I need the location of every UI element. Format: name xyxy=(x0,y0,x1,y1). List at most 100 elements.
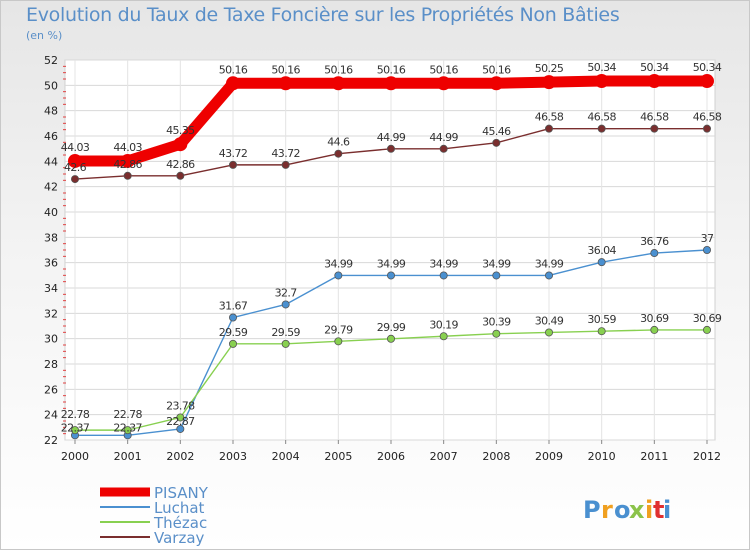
data-point xyxy=(176,171,185,180)
data-point xyxy=(492,329,501,338)
x-tick-label: 2006 xyxy=(377,450,405,463)
data-point xyxy=(226,76,240,91)
y-tick-label: 34 xyxy=(44,282,58,295)
data-label: 36.76 xyxy=(640,235,669,248)
y-tick-label: 30 xyxy=(44,333,58,346)
data-point xyxy=(650,249,659,258)
data-point xyxy=(71,175,80,184)
data-label: 42.86 xyxy=(113,158,142,171)
logo-letter: x xyxy=(629,496,645,524)
data-label: 50.16 xyxy=(219,63,248,76)
data-label: 30.49 xyxy=(535,314,564,327)
y-tick-label: 48 xyxy=(44,105,58,118)
data-point xyxy=(334,271,343,280)
chart-title: Evolution du Taux de Taxe Foncière sur l… xyxy=(26,4,620,26)
x-tick-label: 2012 xyxy=(693,450,721,463)
x-tick-label: 2011 xyxy=(640,450,668,463)
data-point xyxy=(228,160,237,169)
x-tick-label: 2009 xyxy=(535,450,563,463)
data-label: 36.04 xyxy=(587,244,616,257)
data-point xyxy=(386,144,395,153)
data-label: 50.16 xyxy=(271,63,300,76)
y-tick-label: 36 xyxy=(44,257,58,270)
data-label: 44.03 xyxy=(61,141,90,154)
data-label: 50.16 xyxy=(377,63,406,76)
x-tick-label: 2003 xyxy=(219,450,247,463)
data-point xyxy=(71,426,80,435)
y-tick-label: 22 xyxy=(44,434,58,447)
data-point xyxy=(281,160,290,169)
logo-letter: r xyxy=(601,496,613,524)
data-label: 43.72 xyxy=(219,147,248,160)
data-point xyxy=(594,74,609,89)
data-label: 22.78 xyxy=(113,408,142,421)
data-point xyxy=(545,124,554,133)
data-point xyxy=(281,300,290,309)
data-point xyxy=(439,144,448,153)
x-tick-label: 2005 xyxy=(324,450,352,463)
y-tick-label: 42 xyxy=(44,181,58,194)
data-label: 34.99 xyxy=(535,257,564,270)
data-label: 29.99 xyxy=(377,321,406,334)
data-point xyxy=(542,75,556,90)
data-label: 50.34 xyxy=(693,61,722,74)
data-label: 50.16 xyxy=(324,63,353,76)
legend-label-pisany: PISANY xyxy=(154,484,209,502)
legend-label-varzay: Varzay xyxy=(154,529,205,547)
y-tick-label: 44 xyxy=(44,155,58,168)
data-point xyxy=(123,171,132,180)
data-point xyxy=(386,271,395,280)
legend-label-luchat: Luchat xyxy=(154,499,205,517)
data-label: 34.99 xyxy=(482,257,511,270)
data-point xyxy=(703,245,712,254)
data-point xyxy=(703,325,712,334)
plot-area xyxy=(64,59,716,441)
y-tick-label: 50 xyxy=(44,79,58,92)
x-tick-label: 2007 xyxy=(430,450,458,463)
data-label: 34.99 xyxy=(429,257,458,270)
y-tick-label: 24 xyxy=(44,409,58,422)
data-point xyxy=(334,337,343,346)
data-point xyxy=(176,424,185,433)
data-point xyxy=(597,258,606,267)
data-label: 50.16 xyxy=(429,63,458,76)
data-point xyxy=(650,325,659,334)
x-tick-label: 2010 xyxy=(588,450,616,463)
data-point xyxy=(228,313,237,322)
data-point xyxy=(228,339,237,348)
data-label: 31.67 xyxy=(219,300,248,313)
data-label: 37 xyxy=(701,232,714,245)
data-label: 45.46 xyxy=(482,125,511,138)
y-tick-label: 28 xyxy=(44,358,58,371)
x-tick-label: 2004 xyxy=(272,450,300,463)
data-point xyxy=(492,138,501,147)
data-label: 34.99 xyxy=(324,257,353,270)
data-label: 45.35 xyxy=(166,124,195,137)
data-point xyxy=(700,74,714,89)
logo-letter: t xyxy=(653,496,664,524)
data-point xyxy=(281,339,290,348)
data-label: 32.7 xyxy=(275,286,298,299)
y-tick-label: 52 xyxy=(44,54,58,67)
data-label: 46.58 xyxy=(693,111,722,124)
y-axis-unit: (en %) xyxy=(26,29,63,42)
data-point xyxy=(278,76,293,91)
y-tick-label: 40 xyxy=(44,206,58,219)
legend-label-thézac: Thézac xyxy=(153,514,207,532)
data-label: 46.58 xyxy=(587,111,616,124)
logo-letter: i xyxy=(663,496,671,524)
data-point xyxy=(489,76,504,91)
data-point xyxy=(439,271,448,280)
data-label: 43.72 xyxy=(271,147,300,160)
data-point xyxy=(545,328,554,337)
data-point xyxy=(439,332,448,341)
data-point xyxy=(123,426,132,435)
y-tick-label: 26 xyxy=(44,383,58,396)
x-tick-label: 2000 xyxy=(61,450,89,463)
data-label: 30.59 xyxy=(587,313,616,326)
data-point xyxy=(650,124,659,133)
data-label: 29.59 xyxy=(271,326,300,339)
logo-letter: P xyxy=(583,496,601,524)
